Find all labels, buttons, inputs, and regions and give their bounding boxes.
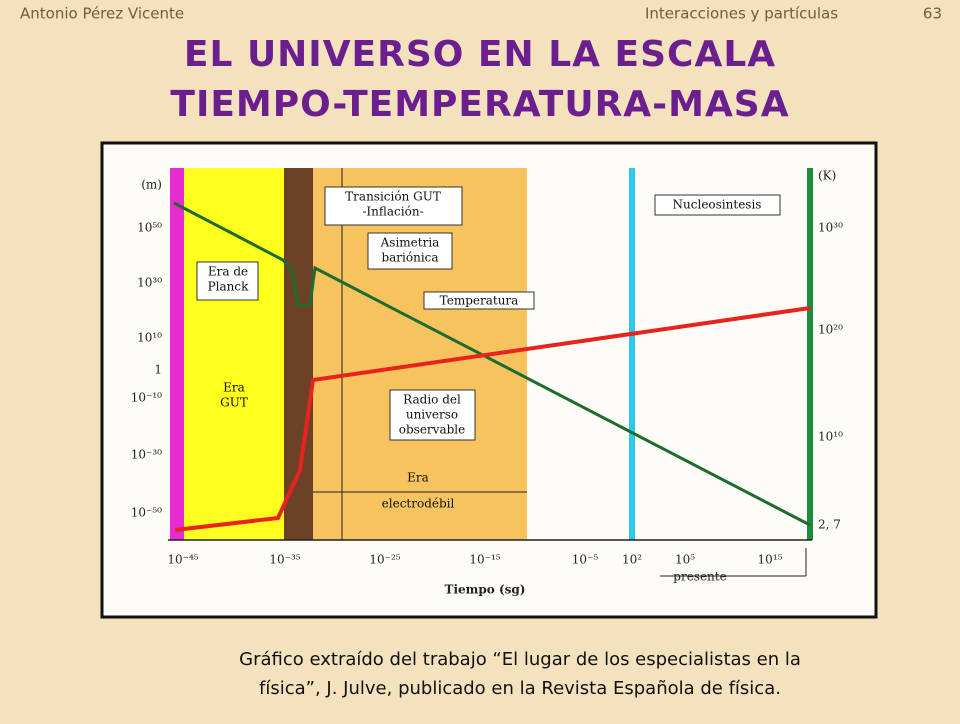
annotation: Planck [208,280,250,294]
annotation-box [196,261,259,301]
topic: Interacciones y partículas [645,5,838,23]
annotation: observable [399,423,465,437]
left-axis-label: (m) [141,178,162,192]
right-axis-label: 10¹⁰ [818,430,843,444]
band-gut [184,168,284,540]
x-axis-label: 10¹⁵ [758,553,783,567]
annotation: GUT [220,396,248,410]
title-line: EL UNIVERSO EN LA ESCALA [184,34,776,75]
annotation-box [324,186,463,226]
annotation: Era [407,471,429,485]
annotation-box [654,194,781,216]
left-axis-label: 10⁻⁵⁰ [131,506,162,520]
caption-line: física”, J. Julve, publicado en la Revis… [259,678,781,699]
annotation: -Inflación- [362,205,423,219]
right-axis-label: (K) [818,169,836,183]
x-axis-label: 10⁻³⁵ [269,553,300,567]
left-axis-label: 10³⁰ [137,276,162,290]
x-axis-title: Tiempo (sg) [445,583,526,597]
page-number: 63 [923,5,942,23]
annotation: bariónica [381,251,438,265]
annotation: Temperatura [440,294,519,308]
left-axis-label: 10⁻³⁰ [131,448,162,462]
x-axis-label: 10⁻⁴⁵ [167,553,198,567]
x-axis-label: 10⁻¹⁵ [469,553,500,567]
left-axis-label: 1 [154,363,162,377]
annotation: Era de [208,265,248,279]
x-axis-label: 10⁵ [675,553,695,567]
right-axis-label: 2, 7 [818,518,841,532]
title-line: TIEMPO-TEMPERATURA-MASA [170,84,789,125]
figure [100,141,878,619]
annotation: Transición GUT [345,190,441,204]
annotation: Asimetria [380,236,440,250]
x-axis-label: 10⁻²⁵ [369,553,400,567]
x-axis-label: 10² [622,553,642,567]
temperature-line [173,201,811,527]
x-axis-label: 10⁻⁵ [572,553,599,567]
author: Antonio Pérez Vicente [20,5,184,23]
radius-line [174,306,811,532]
band-nucleosynthesis [629,168,635,540]
band-planck [170,168,184,540]
right-axis-label: 10²⁰ [818,323,843,337]
left-axis-label: 10⁻¹⁰ [131,391,162,405]
annotation: Nucleosintesis [673,198,762,212]
present-label: presente [673,570,726,584]
annotation-box [389,389,476,441]
annotation: electrodébil [382,497,455,511]
caption-line: Gráfico extraído del trabajo “El lugar d… [239,649,801,670]
band-inflation [284,168,313,540]
right-axis-label: 10³⁰ [818,221,843,235]
left-axis-label: 10⁵⁰ [137,221,162,235]
left-axis-label: 10¹⁰ [137,331,162,345]
annotation: Radio del [403,393,461,407]
annotation: Era [223,381,245,395]
right-axis-bar [807,168,813,540]
annotation-box [423,291,535,310]
annotation: universo [406,408,458,422]
annotation-box [367,232,453,270]
